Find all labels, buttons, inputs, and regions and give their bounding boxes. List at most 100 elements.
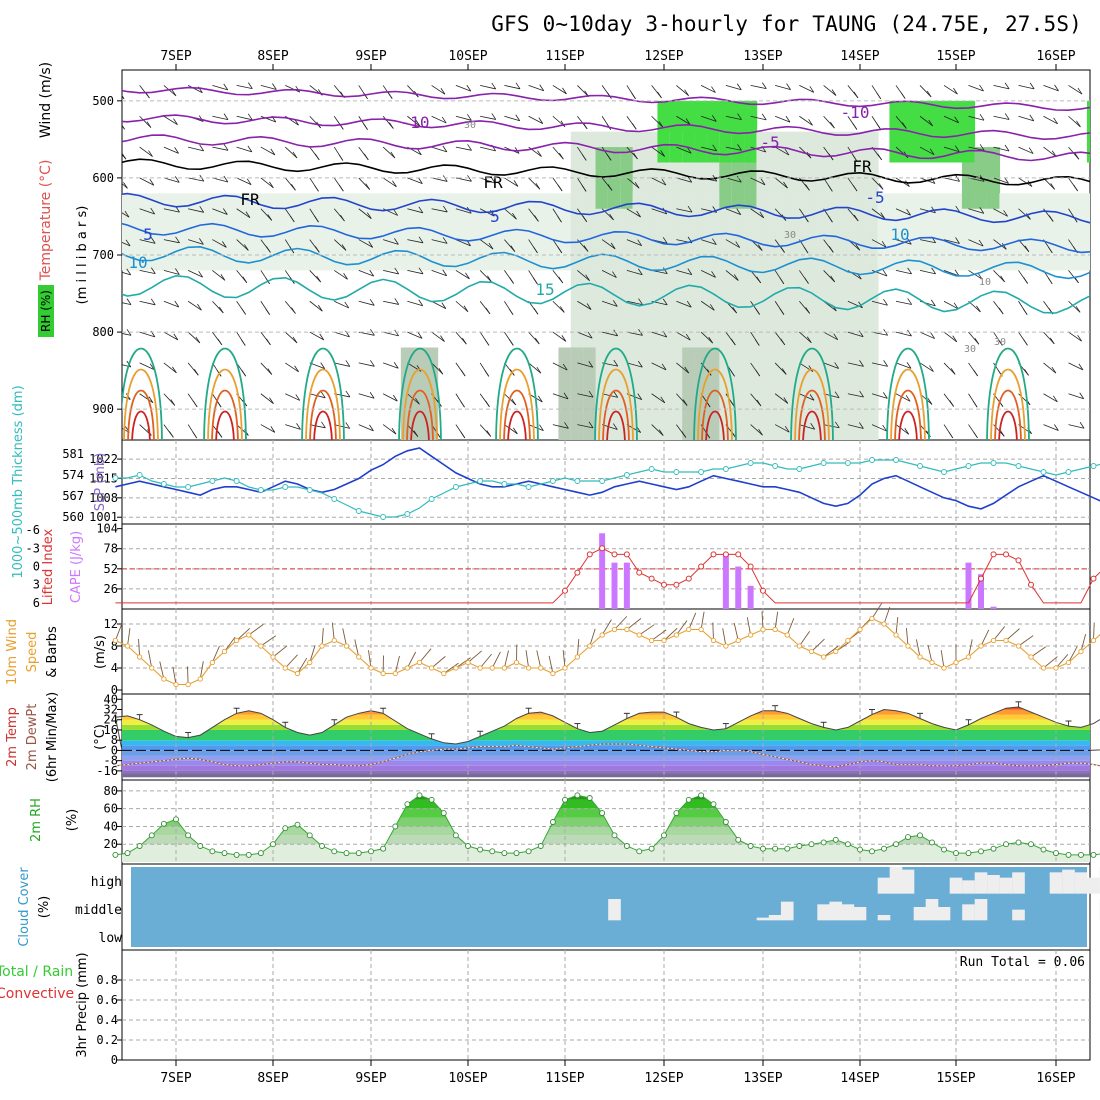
wind-barb (1018, 85, 1035, 90)
wind-barb-flag (171, 89, 177, 97)
wind-barb (601, 300, 618, 307)
wind-barb (601, 239, 616, 250)
rh2m-point (661, 832, 667, 839)
rh-shade-band (193, 193, 207, 271)
wind-barb (122, 333, 132, 336)
wind-barb (651, 208, 667, 215)
wind-speed-point (698, 626, 704, 633)
temperature-loop (794, 368, 830, 440)
temperature-loop (122, 347, 163, 440)
top-date-label: 12SEP (644, 49, 683, 64)
wind-barb-flag (345, 390, 351, 398)
wind-barb-flag (828, 215, 833, 223)
rh-shade-band (974, 193, 988, 271)
wind-barb (260, 424, 276, 433)
wind-barb-flag (809, 86, 815, 93)
wind-barb (1068, 331, 1082, 342)
rh2m-point (428, 796, 435, 803)
ytick-label-precip: 0.6 (96, 993, 118, 1007)
wind-barb-flag (997, 339, 1003, 346)
wind-barb-flag (780, 246, 785, 253)
ytick-label-slp: 1001 (89, 510, 118, 524)
thickness-line-point (893, 457, 899, 463)
wind-barb-flag (660, 150, 665, 157)
wind-barb-flag (169, 431, 174, 438)
wind-barb (163, 239, 180, 244)
wind-speed-point (978, 643, 984, 649)
rh-shade-band (376, 193, 390, 271)
wind-barb (480, 115, 496, 120)
top-date-label: 14SEP (840, 49, 879, 64)
wind-barb (799, 115, 813, 126)
wind-barb (871, 424, 887, 432)
contour-label: 10 (128, 253, 147, 272)
wind-barb-flag (340, 214, 345, 222)
wind-barb-flag (998, 307, 1004, 315)
thickness-line-point (1065, 469, 1072, 475)
rh2m-point (648, 845, 655, 852)
wind-barb-flag (266, 246, 271, 253)
wind-barb (552, 85, 567, 95)
wind-barb-flag (828, 246, 834, 253)
wind-barb-flag (535, 183, 541, 190)
wind-barb-flag (320, 391, 326, 399)
cloud-level-label: middle (75, 903, 122, 918)
wind-barb (163, 146, 179, 154)
wind-barb-10m (309, 645, 316, 663)
wind-barb-flag (976, 305, 981, 313)
wind-barb-flag (929, 365, 934, 372)
wind-barb-10m (786, 618, 795, 636)
ytick-label-temp: 16 (104, 723, 118, 737)
wind-barb-flag (441, 116, 447, 124)
wind-barb (163, 85, 177, 97)
wind-barb-flag (217, 338, 223, 346)
rh2m-point (173, 816, 179, 823)
wind-barb (334, 362, 350, 367)
bottom-date-label: 8SEP (257, 1071, 288, 1086)
wind-barb (943, 146, 960, 153)
wind-barb-flag (484, 370, 490, 377)
wind-barb-10m (248, 624, 264, 636)
temperature-loop (886, 347, 930, 440)
wind-barb-flag (393, 209, 398, 216)
rh-shade-band (339, 193, 354, 271)
wind-barb (602, 424, 618, 430)
wind-barb (651, 331, 667, 338)
wind-barb-flag (442, 205, 448, 213)
lifted-index-point (1028, 581, 1034, 588)
wind-barb (187, 331, 201, 344)
wind-barb-10m (562, 650, 566, 669)
rh-shade-wet (913, 100, 927, 163)
wind-barb-flag (192, 431, 198, 439)
wind-barb-flag (508, 308, 514, 315)
wind-barb-flag (582, 215, 588, 222)
wind-barb (701, 146, 717, 152)
wind-barb-flag (199, 206, 205, 213)
wind-barb-flag (241, 308, 247, 315)
rh-shade-band (645, 131, 659, 440)
wind-barb-flag (662, 267, 668, 274)
thickness-line-point (549, 478, 556, 484)
lifted-index-axis-label: Lifted Index (41, 528, 56, 605)
wind-barb (968, 146, 985, 151)
ytick-label-cape: 78 (104, 542, 118, 556)
wind-barb (895, 393, 911, 402)
wind-barb (260, 393, 274, 404)
pressure-tick-label: 700 (92, 248, 114, 262)
wind-barb-flag (586, 303, 592, 310)
wind-barb-10m (614, 616, 628, 630)
wind-barb (236, 208, 251, 218)
wind-barb-flag (467, 114, 472, 121)
wind-barb-flag (685, 333, 691, 341)
wind-barb (358, 177, 371, 190)
thickness-line-point (428, 496, 435, 502)
rh-shade-band (425, 193, 439, 271)
wind-barb (212, 85, 228, 91)
wind-barb (358, 424, 374, 432)
wind-barb-flag (417, 148, 422, 156)
wind-barb-flag (711, 271, 716, 278)
wind-barb (163, 362, 177, 374)
wind-barb (725, 146, 742, 151)
rh-shade-band (961, 193, 976, 271)
wind-barb-10m (260, 635, 276, 647)
